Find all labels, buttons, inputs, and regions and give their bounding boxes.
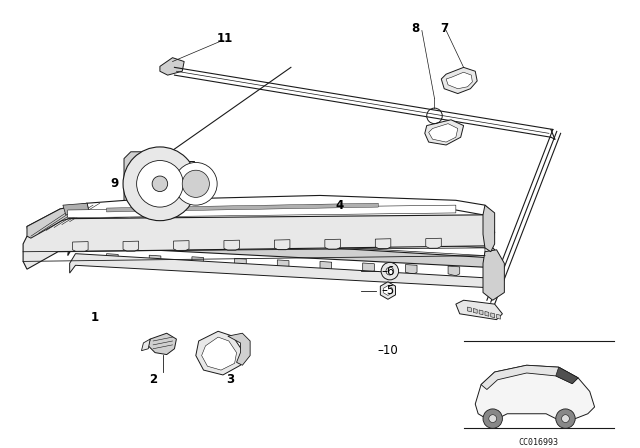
Polygon shape — [224, 240, 239, 250]
Polygon shape — [148, 333, 177, 354]
Polygon shape — [124, 152, 160, 217]
Text: 4: 4 — [335, 198, 344, 211]
Polygon shape — [491, 313, 495, 318]
Polygon shape — [497, 314, 500, 319]
Text: 11: 11 — [217, 32, 233, 45]
Text: –5: –5 — [381, 284, 394, 297]
Text: 1: 1 — [91, 311, 99, 324]
Polygon shape — [153, 217, 157, 227]
Polygon shape — [448, 266, 460, 276]
Polygon shape — [76, 223, 485, 256]
Polygon shape — [442, 67, 477, 94]
Polygon shape — [63, 203, 89, 215]
Polygon shape — [483, 205, 495, 252]
Circle shape — [489, 415, 497, 422]
Polygon shape — [196, 331, 243, 375]
Polygon shape — [380, 282, 396, 299]
Polygon shape — [68, 205, 456, 218]
Circle shape — [123, 147, 196, 221]
Polygon shape — [384, 286, 392, 295]
Polygon shape — [68, 233, 495, 273]
Circle shape — [561, 415, 570, 422]
Text: 9: 9 — [110, 177, 118, 190]
Circle shape — [556, 409, 575, 428]
Polygon shape — [476, 365, 595, 421]
Circle shape — [152, 176, 168, 192]
Text: 8: 8 — [411, 22, 419, 35]
Text: 2: 2 — [149, 373, 157, 386]
Polygon shape — [479, 310, 483, 315]
Polygon shape — [173, 241, 189, 251]
Circle shape — [136, 160, 183, 207]
Circle shape — [182, 170, 209, 198]
Text: –6: –6 — [381, 265, 395, 278]
Polygon shape — [375, 239, 391, 249]
Polygon shape — [556, 367, 578, 383]
Polygon shape — [481, 365, 578, 389]
Polygon shape — [106, 254, 118, 263]
Polygon shape — [363, 263, 374, 273]
Polygon shape — [426, 238, 442, 248]
Polygon shape — [23, 215, 495, 269]
Circle shape — [381, 263, 399, 280]
Polygon shape — [235, 258, 246, 268]
Polygon shape — [106, 203, 378, 212]
Polygon shape — [192, 257, 204, 267]
Polygon shape — [320, 262, 332, 271]
Polygon shape — [405, 264, 417, 274]
Polygon shape — [485, 311, 489, 316]
Polygon shape — [70, 254, 495, 293]
Polygon shape — [429, 124, 458, 142]
Polygon shape — [228, 333, 250, 365]
Polygon shape — [474, 309, 477, 313]
Polygon shape — [277, 260, 289, 270]
Polygon shape — [446, 72, 472, 89]
Polygon shape — [275, 240, 290, 250]
Polygon shape — [425, 120, 463, 145]
Polygon shape — [123, 241, 138, 251]
Polygon shape — [149, 255, 161, 265]
Polygon shape — [72, 241, 88, 252]
Polygon shape — [325, 239, 340, 249]
Polygon shape — [202, 337, 237, 370]
Text: 7: 7 — [440, 22, 448, 35]
Polygon shape — [160, 161, 198, 207]
Text: –10: –10 — [378, 344, 398, 357]
Polygon shape — [68, 215, 495, 258]
Circle shape — [175, 163, 217, 205]
Polygon shape — [483, 250, 504, 300]
Polygon shape — [27, 203, 89, 238]
Circle shape — [386, 267, 394, 275]
Polygon shape — [456, 300, 502, 319]
Polygon shape — [27, 195, 493, 236]
Polygon shape — [160, 58, 184, 75]
Polygon shape — [467, 307, 472, 312]
Circle shape — [483, 409, 502, 428]
Text: 3: 3 — [227, 373, 235, 386]
Polygon shape — [141, 339, 150, 351]
Text: CC016993: CC016993 — [519, 438, 559, 447]
